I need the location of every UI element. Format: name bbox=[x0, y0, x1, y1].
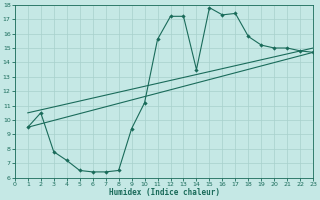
X-axis label: Humidex (Indice chaleur): Humidex (Indice chaleur) bbox=[108, 188, 220, 197]
